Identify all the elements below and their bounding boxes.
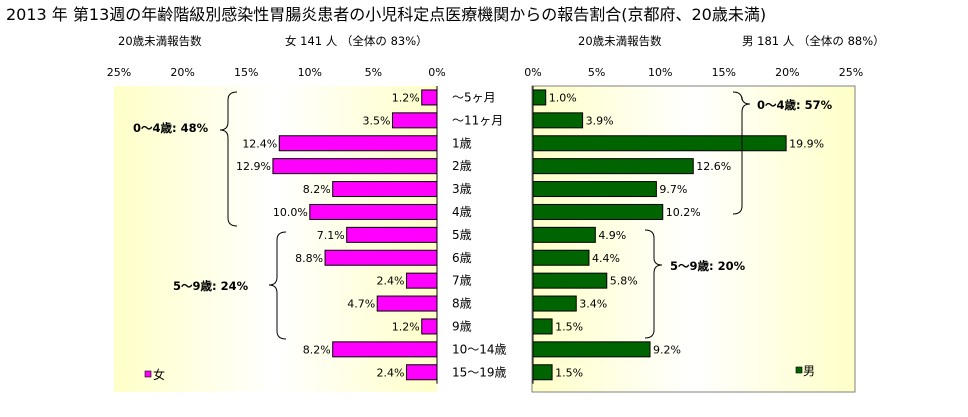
male-data-label: 10.2%: [666, 206, 701, 219]
male-data-label: 3.4%: [579, 298, 607, 311]
male-bar: [532, 272, 608, 289]
category-label: 10～14歳: [452, 342, 507, 356]
female-legend-label: 女: [153, 367, 165, 382]
male-bar: [532, 158, 694, 175]
female-group-5-9-brace: [268, 231, 287, 340]
male-bar: [532, 226, 596, 243]
female-data-label: 10.0%: [273, 206, 308, 219]
male-group-0-4-brace: [732, 91, 751, 215]
female-data-label: 12.9%: [236, 160, 271, 173]
category-label: 9歳: [452, 319, 472, 333]
male-data-label: 5.8%: [610, 275, 638, 288]
category-label: 2歳: [452, 159, 472, 173]
female-x-tick-label: 25%: [107, 66, 131, 79]
male-x-tick-label: 10%: [648, 66, 672, 79]
male-x-tick-label: 20%: [775, 66, 799, 79]
female-data-label: 2.4%: [377, 275, 405, 288]
female-x-tick-label: 10%: [298, 66, 322, 79]
male-bar: [532, 135, 787, 152]
female-group-label-5-9: 5～9歳: 24%: [173, 279, 249, 293]
male-bar: [532, 89, 547, 106]
male-data-label: 4.4%: [592, 252, 620, 265]
female-x-tick-label: 20%: [170, 66, 194, 79]
female-header-summary: 女 141 人 （全体の 83%）: [285, 34, 428, 48]
chart-title: 2013 年 第13週の年齢階級別感染性胃腸炎患者の小児科定点医療機関からの報告…: [6, 5, 766, 24]
male-data-label: 1.5%: [555, 366, 583, 379]
male-data-label: 4.9%: [598, 229, 626, 242]
male-x-tick-label: 5%: [588, 66, 605, 79]
female-data-label: 8.2%: [303, 183, 331, 196]
male-legend-label: 男: [803, 364, 815, 378]
category-label: 6歳: [452, 251, 472, 265]
female-bar: [376, 295, 438, 312]
female-bar: [405, 364, 438, 381]
female-data-label: 7.1%: [317, 229, 345, 242]
female-bar: [391, 112, 438, 129]
female-data-label: 8.2%: [303, 343, 331, 356]
male-header-label: 20歳未満報告数: [578, 34, 662, 48]
male-legend-swatch: [795, 366, 803, 374]
male-group-label-5-9: 5～9歳: 20%: [670, 259, 746, 273]
axes: 0% 5% 10% 15% 20% 25% 0% 5% 10% 15% 20% 25% ～5ヶ月 ～11ヶ…: [107, 66, 863, 384]
female-data-label: 1.2%: [392, 320, 420, 333]
male-data-label: 1.0%: [549, 91, 577, 104]
male-group-5-9-brace: [644, 229, 663, 339]
female-group-label-0-4: 0～4歳: 48%: [133, 121, 209, 135]
female-data-label: 8.8%: [295, 252, 323, 265]
male-bar: [532, 295, 577, 312]
male-bar: [532, 112, 584, 129]
female-legend-swatch: [144, 370, 152, 378]
female-bar: [332, 341, 438, 358]
male-bar: [532, 364, 553, 381]
category-label: ～11ヶ月: [452, 113, 503, 127]
male-data-label: 9.7%: [659, 183, 687, 196]
female-x-tick-label: 0%: [428, 66, 445, 79]
female-bar: [346, 226, 438, 243]
category-label: 3歳: [452, 182, 472, 196]
category-label: 4歳: [452, 205, 472, 219]
female-bar: [421, 318, 438, 335]
male-header-summary: 男 181 人 （全体の 88%）: [742, 34, 885, 48]
male-x-tick-label: 0%: [524, 66, 541, 79]
category-label: 15～19歳: [452, 365, 507, 379]
male-bar: [532, 203, 664, 220]
female-data-label: 1.2%: [392, 91, 420, 104]
female-group-0-4-brace: [219, 91, 238, 227]
female-data-label: 2.4%: [377, 366, 405, 379]
male-bar: [532, 249, 590, 266]
male-data-label: 9.2%: [653, 343, 681, 356]
female-header-label: 20歳未満報告数: [118, 34, 202, 48]
female-x-tick-label: 5%: [365, 66, 382, 79]
male-bar: [532, 341, 651, 358]
female-bar: [309, 203, 438, 220]
category-label: 7歳: [452, 274, 472, 288]
category-label: ～5ヶ月: [452, 90, 496, 104]
female-bar: [324, 249, 438, 266]
category-label: 1歳: [452, 136, 472, 150]
male-data-label: 1.5%: [555, 320, 583, 333]
male-bar: [532, 181, 657, 198]
female-bar: [421, 89, 438, 106]
male-data-label: 19.9%: [789, 137, 824, 150]
category-label: 5歳: [452, 228, 472, 242]
female-bar: [272, 158, 438, 175]
category-label: 8歳: [452, 297, 472, 311]
female-data-label: 4.7%: [347, 298, 375, 311]
female-bars: 1.2%3.5%12.4%12.9%8.2%10.0%7.1%8.8%2.4%4…: [236, 89, 438, 381]
female-data-label: 3.5%: [363, 114, 391, 127]
female-bar: [278, 135, 438, 152]
female-bar: [405, 272, 438, 289]
male-data-label: 3.9%: [586, 114, 614, 127]
female-x-tick-label: 15%: [234, 66, 258, 79]
male-x-tick-label: 15%: [712, 66, 736, 79]
male-data-label: 12.6%: [696, 160, 731, 173]
female-data-label: 12.4%: [242, 137, 277, 150]
female-bar: [332, 181, 438, 198]
male-group-label-0-4: 0～4歳: 57%: [757, 98, 833, 112]
male-bar: [532, 318, 553, 335]
male-x-tick-label: 25%: [839, 66, 863, 79]
